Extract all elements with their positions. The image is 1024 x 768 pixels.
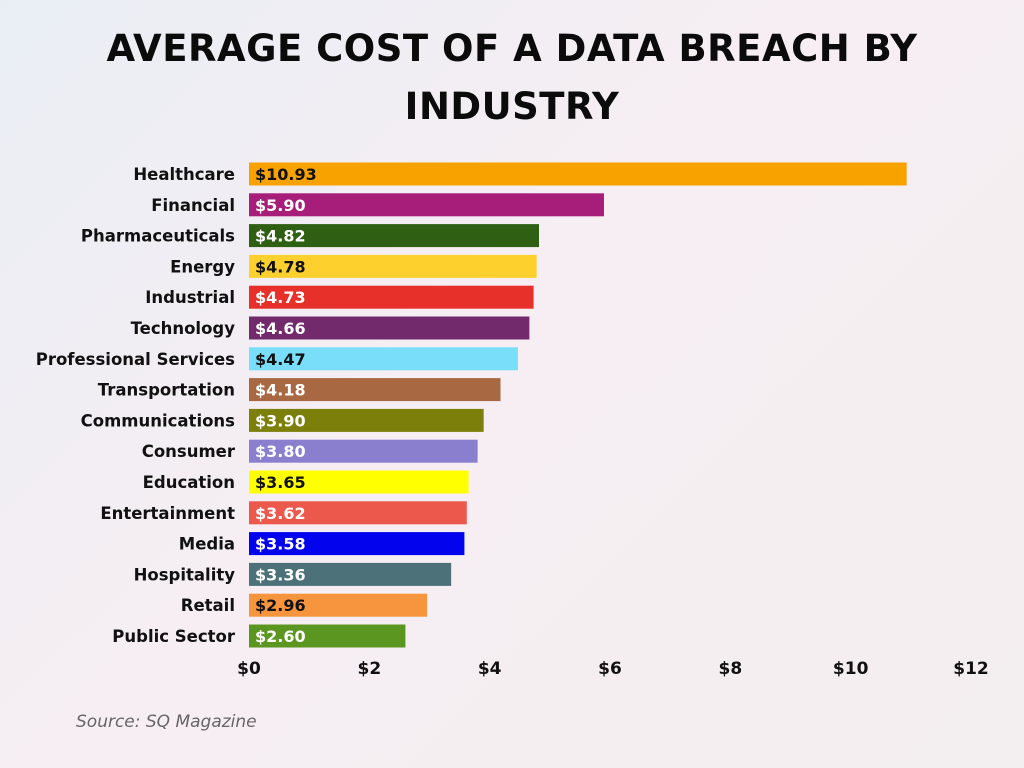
- value-label-industrial: $4.73: [255, 288, 306, 307]
- category-label-industrial: Industrial: [145, 288, 235, 307]
- value-label-energy: $4.78: [255, 257, 306, 276]
- category-label-entertainment: Entertainment: [100, 504, 235, 523]
- x-tick-label: $10: [833, 659, 869, 679]
- bar-consumer: [249, 439, 478, 463]
- value-label-communications: $3.90: [255, 411, 306, 430]
- category-label-transportation: Transportation: [98, 381, 235, 400]
- bar-hospitality: [249, 562, 452, 586]
- category-label-professional-services: Professional Services: [36, 350, 235, 369]
- value-label-financial: $5.90: [255, 196, 306, 215]
- category-label-hospitality: Hospitality: [134, 565, 236, 584]
- x-tick-label: $12: [953, 659, 989, 679]
- x-tick-label: $2: [357, 659, 381, 679]
- x-tick-label: $6: [598, 659, 622, 679]
- category-labels: Healthcare Financial Pharmaceuticals Energy…: [36, 165, 236, 646]
- bar-public-sector: [249, 624, 406, 648]
- x-tick-label: $8: [718, 659, 742, 679]
- category-label-technology: Technology: [131, 319, 236, 338]
- bar-entertainment: [249, 501, 467, 525]
- category-label-financial: Financial: [151, 196, 235, 215]
- category-label-public-sector: Public Sector: [112, 627, 236, 646]
- bar-professional-services: [249, 347, 518, 371]
- value-labels: $10.93 $5.90 $4.82 $4.78 $4.73 $4.66 $4.47 $4.1…: [255, 165, 317, 646]
- x-axis-ticks: $0 $2 $4 $6 $8 $10 $12: [237, 659, 989, 679]
- category-label-media: Media: [179, 535, 235, 554]
- bar-technology: [249, 316, 530, 340]
- x-tick-label: $4: [478, 659, 502, 679]
- x-tick-label: $0: [237, 659, 261, 679]
- bar-pharmaceuticals: [249, 224, 540, 248]
- category-label-communications: Communications: [81, 411, 236, 430]
- category-label-pharmaceuticals: Pharmaceuticals: [81, 227, 235, 246]
- category-label-healthcare: Healthcare: [133, 165, 235, 184]
- bar-industrial: [249, 285, 534, 309]
- bars-layer: [249, 162, 907, 648]
- bar-communications: [249, 408, 484, 432]
- value-label-professional-services: $4.47: [255, 350, 306, 369]
- value-label-transportation: $4.18: [255, 381, 306, 400]
- category-label-consumer: Consumer: [142, 442, 236, 461]
- bar-energy: [249, 254, 537, 278]
- value-label-entertainment: $3.62: [255, 504, 306, 523]
- bar-education: [249, 470, 469, 494]
- value-label-public-sector: $2.60: [255, 627, 306, 646]
- value-label-pharmaceuticals: $4.82: [255, 227, 306, 246]
- value-label-education: $3.65: [255, 473, 306, 492]
- category-label-energy: Energy: [170, 257, 235, 276]
- value-label-retail: $2.96: [255, 596, 306, 615]
- value-label-consumer: $3.80: [255, 442, 306, 461]
- bar-transportation: [249, 378, 501, 402]
- value-label-hospitality: $3.36: [255, 565, 306, 584]
- category-label-education: Education: [143, 473, 235, 492]
- value-label-media: $3.58: [255, 535, 306, 554]
- source-note: Source: SQ Magazine: [76, 712, 257, 732]
- bar-retail: [249, 593, 428, 617]
- chart-title: AVERAGE COST OF A DATA BREACH BY INDUSTR…: [106, 27, 918, 128]
- bar-media: [249, 532, 465, 556]
- category-label-retail: Retail: [181, 596, 235, 615]
- value-label-technology: $4.66: [255, 319, 306, 338]
- bar-healthcare: [249, 162, 907, 186]
- value-label-healthcare: $10.93: [255, 165, 317, 184]
- bar-financial: [249, 193, 604, 217]
